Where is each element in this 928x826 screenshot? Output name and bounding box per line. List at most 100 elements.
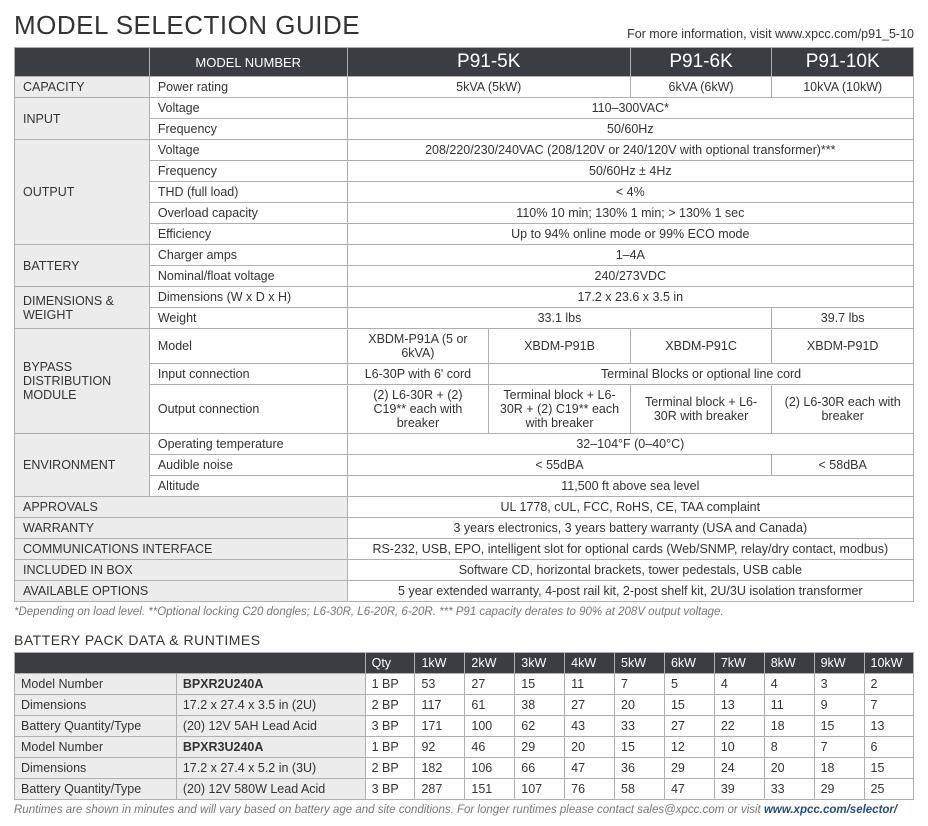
rt-value: 18	[764, 716, 814, 737]
spec-value: 17.2 x 23.6 x 3.5 in	[347, 287, 913, 308]
spec-value: 5kVA (5kW)	[347, 77, 630, 98]
header-model-number-label: MODEL NUMBER	[149, 48, 347, 77]
rt-header: 4kW	[565, 653, 615, 674]
rt-value: 18	[814, 758, 864, 779]
rt-value: 6	[864, 737, 914, 758]
spec-value: Terminal Blocks or optional line cord	[489, 364, 914, 385]
rt-qty: 1 BP	[365, 737, 415, 758]
rt-value: 33	[764, 779, 814, 800]
section-label: AVAILABLE OPTIONS	[15, 581, 348, 602]
rt-value: 66	[515, 758, 565, 779]
rt-value: 15	[515, 674, 565, 695]
rt-value: 53	[415, 674, 465, 695]
param-label: Audible noise	[149, 455, 347, 476]
runtime-footnote-text: Runtimes are shown in minutes and will v…	[14, 804, 764, 816]
rt-value: 33	[615, 716, 665, 737]
rt-value: 62	[515, 716, 565, 737]
rt-value: 5	[664, 674, 714, 695]
rt-value: 151	[465, 779, 515, 800]
param-label: Weight	[149, 308, 347, 329]
page-header: MODEL SELECTION GUIDE For more informati…	[14, 10, 914, 41]
section-label: APPROVALS	[15, 497, 348, 518]
rt-value: 27	[664, 716, 714, 737]
spec-value: Terminal block + L6-30R with breaker	[630, 385, 772, 434]
rt-row-label: Dimensions	[15, 758, 177, 779]
rt-value: 15	[864, 758, 914, 779]
rt-value: 4	[714, 674, 764, 695]
spec-value: XBDM-P91B	[489, 329, 631, 364]
rt-header: 9kW	[814, 653, 864, 674]
spec-value: (2) L6-30R + (2) C19** each with breaker	[347, 385, 489, 434]
spec-value: RS-232, USB, EPO, intelligent slot for o…	[347, 539, 913, 560]
rt-header: 6kW	[664, 653, 714, 674]
rt-value: 15	[615, 737, 665, 758]
rt-value: 7	[864, 695, 914, 716]
section-label: ENVIRONMENT	[15, 434, 150, 497]
rt-value: 61	[465, 695, 515, 716]
rt-value: 27	[565, 695, 615, 716]
rt-value: 13	[714, 695, 764, 716]
rt-value: 100	[465, 716, 515, 737]
spec-footnote: *Depending on load level. **Optional loc…	[14, 606, 914, 618]
spec-value: XBDM-P91C	[630, 329, 772, 364]
section-label: BATTERY	[15, 245, 150, 287]
rt-value: 46	[465, 737, 515, 758]
rt-value: 38	[515, 695, 565, 716]
spec-value: 39.7 lbs	[772, 308, 914, 329]
rt-row-label: Model Number	[15, 674, 177, 695]
spec-table: MODEL NUMBERP91-5KP91-6KP91-10KCAPACITYP…	[14, 47, 914, 602]
spec-value: 50/60Hz ± 4Hz	[347, 161, 913, 182]
page-title: MODEL SELECTION GUIDE	[14, 10, 360, 41]
header-model: P91-6K	[630, 48, 772, 77]
rt-qty: 2 BP	[365, 695, 415, 716]
rt-qty: 2 BP	[365, 758, 415, 779]
rt-header: 10kW	[864, 653, 914, 674]
param-label: Overload capacity	[149, 203, 347, 224]
rt-value: 47	[664, 779, 714, 800]
param-label: Frequency	[149, 161, 347, 182]
rt-header: 3kW	[515, 653, 565, 674]
runtime-footnote-link[interactable]: www.xpcc.com/selector/	[764, 804, 897, 816]
rt-header: 2kW	[465, 653, 515, 674]
spec-value: 110% 10 min; 130% 1 min; > 130% 1 sec	[347, 203, 913, 224]
rt-header: 7kW	[714, 653, 764, 674]
rt-qty: 3 BP	[365, 716, 415, 737]
rt-value: 9	[814, 695, 864, 716]
section-label: BYPASS DISTRIBUTION MODULE	[15, 329, 150, 434]
rt-value: 25	[864, 779, 914, 800]
runtime-footnote: Runtimes are shown in minutes and will v…	[14, 804, 914, 816]
section-label: DIMENSIONS & WEIGHT	[15, 287, 150, 329]
spec-value: 6kVA (6kW)	[630, 77, 772, 98]
rt-value: 117	[415, 695, 465, 716]
rt-value: 58	[615, 779, 665, 800]
rt-row-value: BPXR3U240A	[176, 737, 365, 758]
spec-value: 208/220/230/240VAC (208/120V or 240/120V…	[347, 140, 913, 161]
rt-header: 5kW	[615, 653, 665, 674]
section-label: WARRANTY	[15, 518, 348, 539]
section-label: INCLUDED IN BOX	[15, 560, 348, 581]
header-model: P91-10K	[772, 48, 914, 77]
spec-value: (2) L6-30R each with breaker	[772, 385, 914, 434]
param-label: Charger amps	[149, 245, 347, 266]
rt-row-value: BPXR2U240A	[176, 674, 365, 695]
section-label: CAPACITY	[15, 77, 150, 98]
rt-value: 7	[814, 737, 864, 758]
param-label: Input connection	[149, 364, 347, 385]
rt-value: 15	[814, 716, 864, 737]
rt-value: 287	[415, 779, 465, 800]
rt-value: 20	[615, 695, 665, 716]
spec-value: Software CD, horizontal brackets, tower …	[347, 560, 913, 581]
param-label: THD (full load)	[149, 182, 347, 203]
param-label: Voltage	[149, 140, 347, 161]
spec-value: 33.1 lbs	[347, 308, 772, 329]
spec-value: < 4%	[347, 182, 913, 203]
rt-value: 171	[415, 716, 465, 737]
spec-value: 1–4A	[347, 245, 913, 266]
rt-value: 29	[814, 779, 864, 800]
spec-value: Terminal block + L6-30R + (2) C19** each…	[489, 385, 631, 434]
rt-value: 12	[664, 737, 714, 758]
spec-value: L6-30P with 6' cord	[347, 364, 489, 385]
param-label: Nominal/float voltage	[149, 266, 347, 287]
header-blank	[15, 48, 150, 77]
rt-value: 15	[664, 695, 714, 716]
